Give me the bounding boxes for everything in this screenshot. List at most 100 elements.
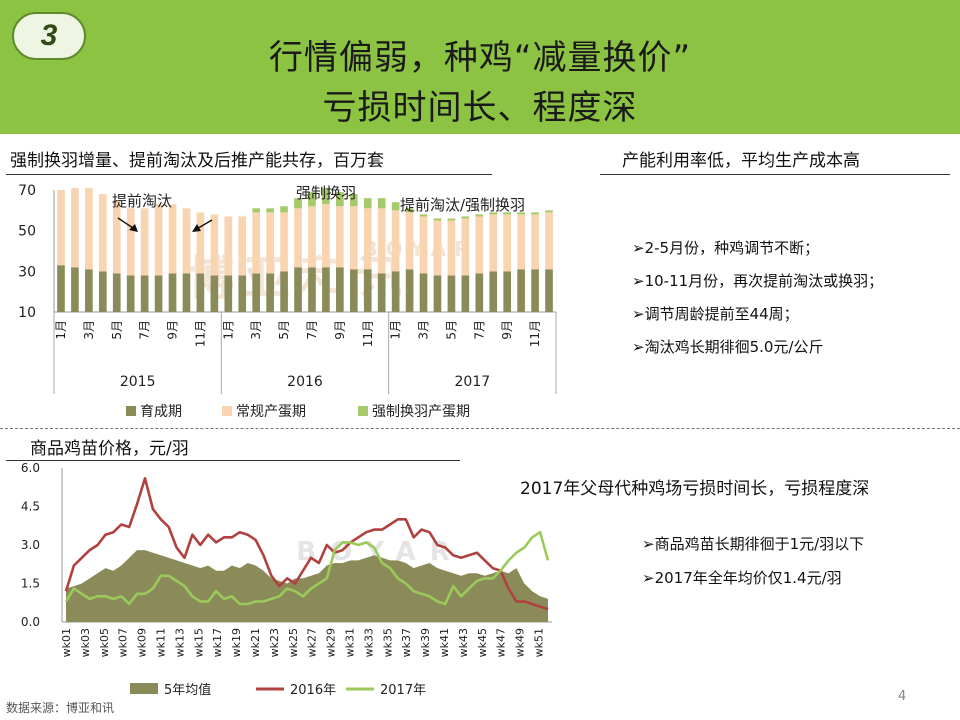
section4-title: 2017年父母代种鸡场亏损时间长，亏损程度深 [520, 479, 870, 499]
x-tick-label: wk47 [495, 628, 508, 657]
bar-segment-regular [419, 216, 428, 274]
y-tick-label: 70 [18, 183, 36, 199]
bar-segment-regular [294, 208, 302, 268]
x-tick-label: wk01 [60, 628, 73, 657]
legend-swatch [222, 406, 232, 416]
capacity-stacked-bar-chart: 博亚和讯BOYAR705030101月3月5月7月9月11月1月3月5月7月9月… [18, 183, 557, 420]
bar-segment-growing [238, 275, 247, 312]
legend-label: 育成期 [140, 404, 182, 420]
bar-segment-growing [266, 273, 274, 312]
y-tick-label: 0.0 [21, 615, 40, 629]
bar-segment-growing [252, 273, 261, 312]
x-tick-label: 3月 [82, 320, 96, 340]
bar-segment-molting [252, 208, 261, 213]
bar-segment-regular [224, 216, 233, 276]
bar-segment-regular [349, 206, 358, 270]
x-tick-label: wk19 [230, 628, 243, 657]
bar-segment-growing [322, 267, 330, 312]
bar-segment-molting [433, 218, 442, 221]
legend-swatch [358, 406, 368, 416]
area-five-year-avg [66, 550, 548, 622]
section3-title: 商品鸡苗价格，元/羽 [30, 439, 189, 459]
bar-segment-growing [98, 271, 107, 312]
bar-segment-regular [545, 212, 553, 270]
bar-segment-regular [280, 212, 288, 272]
bar-segment-regular [531, 214, 539, 270]
x-tick-label: wk39 [419, 628, 432, 657]
x-tick-label: 9月 [500, 320, 514, 340]
bar-segment-molting [377, 198, 386, 209]
bar-segment-growing [308, 267, 316, 312]
bar-segment-molting [531, 212, 539, 215]
section-divider [0, 428, 960, 429]
bar-segment-growing [168, 273, 177, 312]
legend-label: 2017年 [380, 683, 426, 698]
bar-segment-molting [405, 208, 414, 213]
bar-segment-growing [391, 271, 400, 312]
bar-segment-growing [85, 269, 93, 312]
bar-segment-growing [531, 269, 539, 312]
x-tick-label: 9月 [333, 320, 347, 340]
bar-segment-molting [349, 194, 358, 207]
x-tick-label: wk35 [381, 628, 394, 657]
bar-segment-growing [545, 269, 553, 312]
x-tick-label: wk13 [173, 628, 186, 657]
x-tick-label: wk23 [268, 628, 281, 657]
bar-segment-growing [57, 265, 65, 312]
section1-underline [6, 174, 492, 175]
x-tick-label: wk29 [325, 628, 338, 657]
bar-segment-growing [349, 269, 358, 312]
x-tick-label: 7月 [305, 320, 319, 340]
bar-segment-regular [154, 204, 163, 276]
bullet-item: ➢调节周龄提前至44周； [632, 305, 799, 323]
x-tick-label: wk21 [249, 628, 262, 657]
x-tick-label: wk33 [362, 628, 375, 657]
bar-segment-growing [503, 271, 512, 312]
bar-segment-molting [517, 212, 525, 215]
bar-segment-molting [266, 208, 274, 213]
bar-segment-regular [140, 208, 149, 276]
bar-segment-molting [308, 192, 316, 207]
bar-segment-regular [85, 187, 93, 270]
section3-underline [6, 460, 460, 461]
x-tick-label: 7月 [472, 320, 486, 340]
bar-segment-regular [266, 212, 274, 274]
year-label: 2016 [287, 374, 323, 390]
bar-segment-growing [210, 275, 219, 312]
bar-segment-growing [517, 269, 525, 312]
bar-segment-growing [419, 273, 428, 312]
bar-segment-molting [503, 212, 512, 215]
y-tick-label: 1.5 [21, 577, 40, 591]
bar-segment-regular [405, 212, 414, 270]
bar-segment-growing [182, 273, 191, 312]
bar-segment-molting [419, 214, 428, 217]
bar-segment-molting [489, 212, 498, 215]
y-tick-label: 50 [18, 224, 36, 240]
legend-swatch [126, 406, 136, 416]
bar-segment-regular [126, 208, 135, 276]
bar-segment-growing [196, 273, 205, 312]
bar-segment-regular [308, 206, 316, 268]
bar-segment-regular [57, 190, 65, 266]
bar-segment-molting [322, 187, 330, 205]
data-source-note: 数据来源：博亚和讯 [6, 701, 115, 715]
bar-segment-regular [336, 206, 344, 268]
bar-segment-growing [475, 273, 484, 312]
bar-segment-regular [252, 212, 261, 274]
bar-segment-regular [447, 220, 456, 276]
bullet-item: ➢10-11月份，再次提前淘汰或换羽； [632, 272, 884, 290]
bar-segment-regular [210, 214, 219, 276]
annotation-early-cull: 提前淘汰 [112, 192, 172, 210]
bar-segment-regular [503, 214, 512, 272]
bar-segment-growing [433, 275, 442, 312]
x-tick-label: wk51 [533, 628, 546, 657]
bar-segment-regular [112, 200, 121, 274]
bar-segment-regular [475, 216, 484, 274]
header-banner: 3 行情偏弱，种鸡“减量换价” 亏损时间长、程度深 [0, 0, 960, 134]
bar-segment-growing [405, 269, 414, 312]
x-tick-label: 5月 [444, 320, 458, 340]
bar-segment-regular [168, 204, 177, 274]
section2-underline [600, 174, 950, 175]
bar-segment-regular [433, 220, 442, 276]
bar-segment-regular [182, 208, 191, 274]
